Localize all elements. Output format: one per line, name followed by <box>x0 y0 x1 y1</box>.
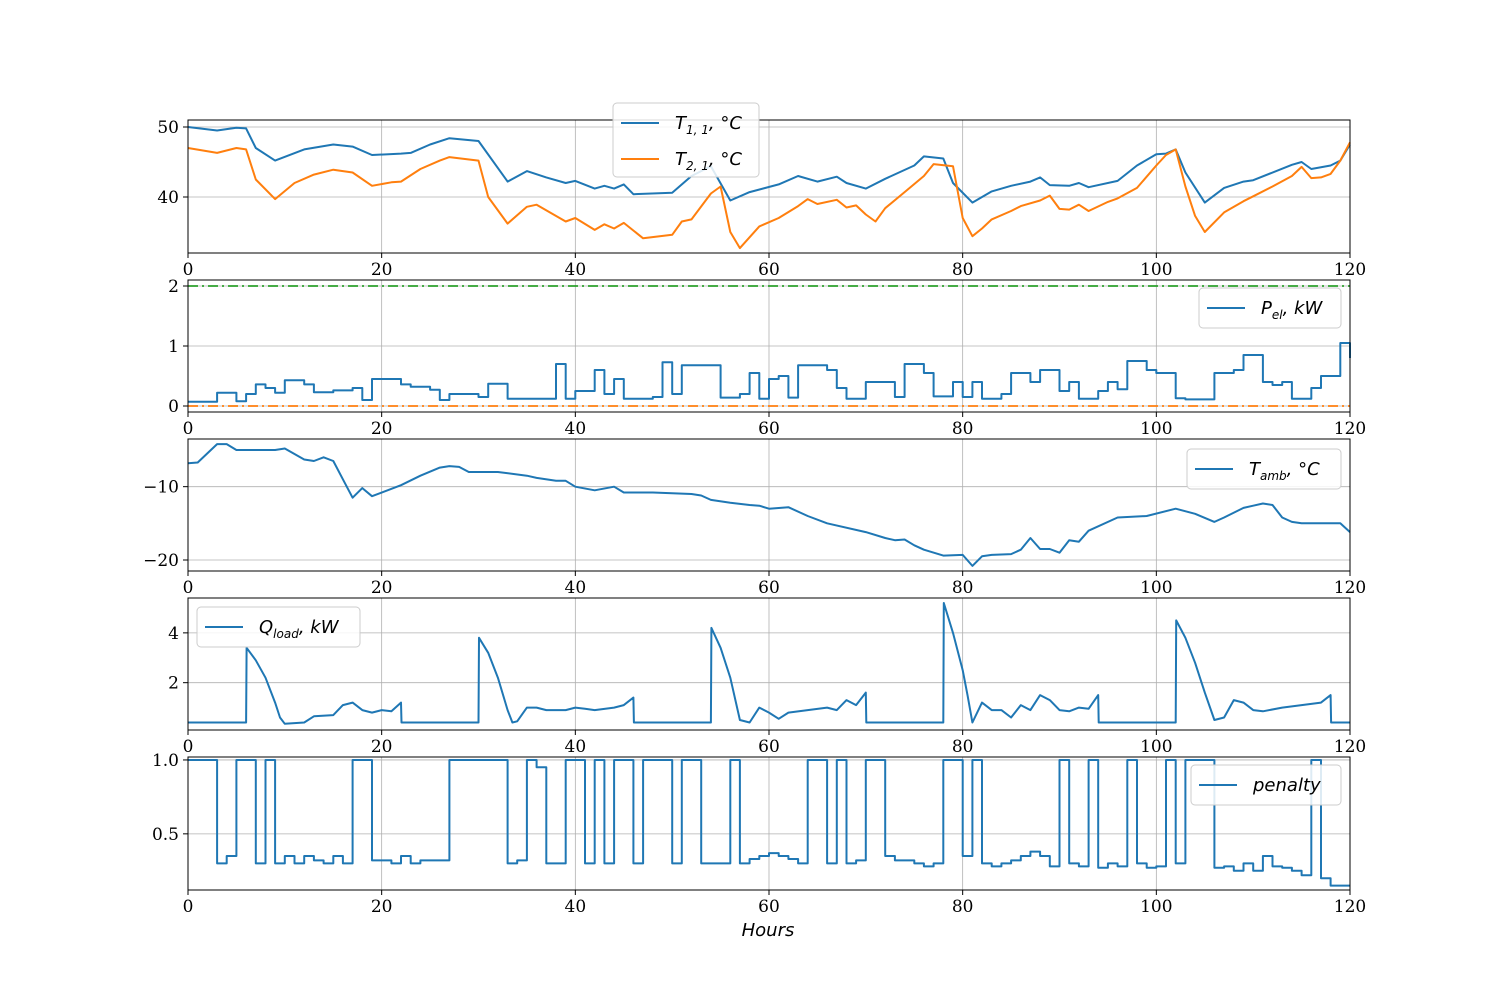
x-tick-label: 100 <box>1140 897 1172 917</box>
legend-label-main: P <box>1261 298 1272 319</box>
legend-label-subscript: el <box>1272 308 1283 322</box>
legend-label-unit: , kW <box>1283 298 1324 319</box>
x-tick-label: 0 <box>183 578 194 598</box>
y-tick-label: 1 <box>168 337 179 357</box>
x-tick-label: 120 <box>1334 578 1366 598</box>
x-tick-label: 20 <box>371 897 393 917</box>
y-tick-label: −10 <box>143 478 179 498</box>
legend-label-main: Q <box>259 617 273 638</box>
x-tick-label: 60 <box>758 260 780 280</box>
legend-label-unit: , °C <box>1287 459 1320 480</box>
legend-label-subscript: 2, 1 <box>686 159 709 173</box>
legend-label-main: penalty <box>1252 775 1321 796</box>
x-tick-label: 40 <box>565 897 587 917</box>
x-tick-label: 0 <box>183 419 194 439</box>
legend-label-unit: , °C <box>709 149 742 170</box>
legend: Qload, kW <box>196 606 361 648</box>
x-tick-label: 40 <box>565 578 587 598</box>
x-tick-label: 100 <box>1140 737 1172 757</box>
x-tick-label: 20 <box>371 419 393 439</box>
x-tick-label: 100 <box>1140 578 1172 598</box>
series-line-1 <box>187 443 1351 567</box>
x-axis-title: Hours <box>742 920 795 941</box>
legend-label: penalty <box>1252 775 1321 796</box>
x-tick-label: 0 <box>183 737 194 757</box>
legend: T1, 1, °CT2, 1, °C <box>612 102 760 178</box>
legend-label-subscript: amb <box>1260 469 1287 483</box>
x-tick-label: 60 <box>758 897 780 917</box>
legend: penalty <box>1190 764 1342 806</box>
x-tick-label: 120 <box>1334 737 1366 757</box>
x-tick-label: 60 <box>758 419 780 439</box>
x-tick-label: 40 <box>565 260 587 280</box>
x-tick-label: 120 <box>1334 419 1366 439</box>
x-tick-label: 20 <box>371 260 393 280</box>
x-tick-label: 80 <box>952 260 974 280</box>
y-tick-label: 2 <box>168 277 179 297</box>
y-tick-label: 40 <box>157 188 179 208</box>
y-tick-label: 50 <box>157 118 179 138</box>
legend-label: Pel, kW <box>1261 298 1323 322</box>
y-tick-label: 0.5 <box>152 825 179 845</box>
legend-label: Qload, kW <box>259 617 340 641</box>
x-tick-label: 60 <box>758 578 780 598</box>
legend-label-unit: , °C <box>709 113 742 134</box>
x-tick-label: 40 <box>565 737 587 757</box>
x-tick-label: 0 <box>183 897 194 917</box>
y-tick-label: 4 <box>168 624 179 644</box>
x-tick-label: 20 <box>371 578 393 598</box>
x-tick-label: 80 <box>952 578 974 598</box>
legend-label-main: T <box>675 113 688 134</box>
series-line-2 <box>187 141 1351 250</box>
x-tick-label: 60 <box>758 737 780 757</box>
x-tick-label: 20 <box>371 737 393 757</box>
legend-label-subscript: 1, 1 <box>686 123 709 137</box>
y-tick-label: 2 <box>168 674 179 694</box>
legend-label-unit: , kW <box>299 617 340 638</box>
legend-label: Tamb, °C <box>1249 459 1320 483</box>
x-tick-label: 80 <box>952 737 974 757</box>
legend-label-subscript: load <box>273 627 299 641</box>
legend-label-main: T <box>675 149 688 170</box>
legend-box <box>1186 448 1342 490</box>
y-tick-label: 1.0 <box>152 751 179 771</box>
x-tick-label: 100 <box>1140 419 1172 439</box>
legend-label-main: T <box>1249 459 1262 480</box>
legend: Tamb, °C <box>1186 448 1342 490</box>
legend-box <box>1190 764 1342 806</box>
y-tick-label: −20 <box>143 551 179 571</box>
legend-box <box>196 606 361 648</box>
series-line-1 <box>188 342 1351 403</box>
x-tick-label: 120 <box>1334 897 1366 917</box>
x-tick-label: 40 <box>565 419 587 439</box>
chart-panel-5: 0 20 40 60 80 100 120 0.5 1.0 penalty <box>152 751 1366 917</box>
chart-panel-4: 0 20 40 60 80 100 120 2 4 Qload, kW <box>168 597 1366 757</box>
x-tick-label: 100 <box>1140 260 1172 280</box>
x-tick-label: 80 <box>952 419 974 439</box>
legend-box <box>1198 287 1342 329</box>
chart-panel-3: 0 20 40 60 80 100 120 −20 −10 Tamb, °C <box>143 438 1366 598</box>
y-tick-label: 0 <box>168 397 179 417</box>
x-tick-label: 80 <box>952 897 974 917</box>
x-tick-label: 0 <box>183 260 194 280</box>
series-line-1 <box>188 759 1350 887</box>
chart-panel-2: 0 20 40 60 80 100 120 0 1 2 Pel, kW <box>168 277 1366 439</box>
series-line-1 <box>188 602 1350 725</box>
legend-label: T1, 1, °C <box>675 113 742 137</box>
x-tick-label: 120 <box>1334 260 1366 280</box>
legend-label: T2, 1, °C <box>675 149 742 173</box>
legend: Pel, kW <box>1198 287 1342 329</box>
